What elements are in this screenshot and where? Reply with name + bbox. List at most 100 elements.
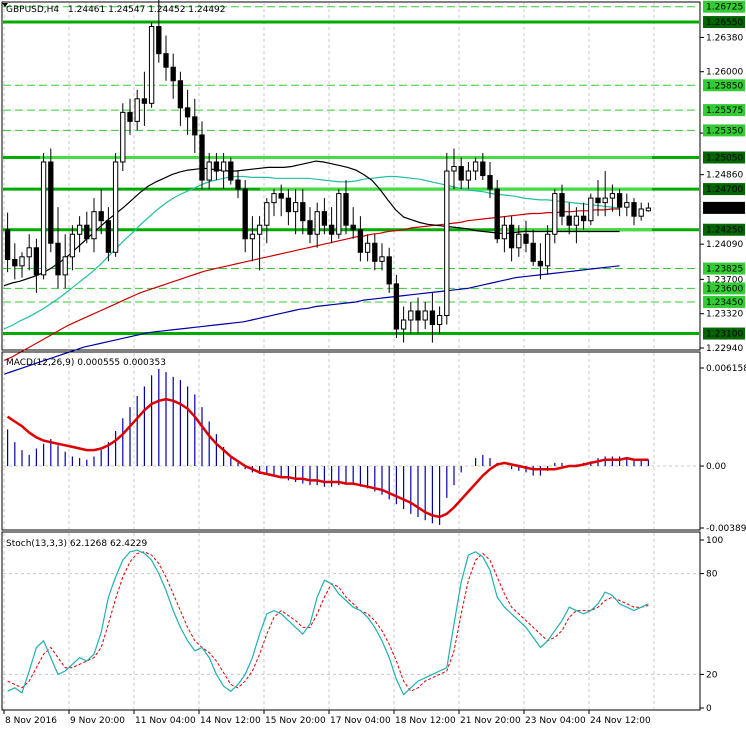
candle-body — [415, 310, 421, 321]
level-label-text: 1.24250 — [706, 226, 743, 236]
time-axis-label: 18 Nov 12:00 — [395, 716, 456, 726]
time-axis: 8 Nov 2016 9 Nov 20:00 11 Nov 04:00 14 Nov … — [3, 710, 651, 726]
candle-body — [156, 26, 162, 55]
stoch-pane-frame — [1, 531, 701, 711]
candle-body — [350, 224, 356, 231]
candle-body — [487, 175, 493, 190]
stoch-pane[interactable]: Stoch(13,3,3) 62.1268 62.4229 100 80 20 0 — [1, 531, 723, 714]
stoch-main-line — [7, 549, 649, 696]
level-label-text: 1.26725 — [706, 3, 743, 13]
level-label-text: 1.23825 — [706, 265, 743, 275]
candle-body — [379, 256, 385, 262]
stoch-lines — [7, 549, 649, 696]
level-label-box — [703, 16, 745, 29]
candle-body — [127, 111, 133, 122]
price-pane[interactable]: 1.263801.260001.253201.248601.240901.237… — [1, 0, 745, 375]
symbol-label: GBPUSD,H4 — [6, 5, 59, 15]
stoch-axis-label: 80 — [706, 570, 718, 580]
ma-teal-line — [3, 175, 620, 330]
candle-body — [573, 215, 580, 226]
candle-body — [235, 179, 241, 190]
collapse-arrow-icon[interactable] — [2, 3, 8, 7]
macd-grid — [3, 353, 699, 529]
candle-body — [170, 66, 176, 82]
time-axis-label: 15 Nov 20:00 — [265, 716, 326, 726]
candle-body — [163, 53, 169, 68]
level-label-box — [703, 327, 745, 340]
level-price-labels: 1.26725 1.26550 1.25850 1.25575 1.25350 1.250… — [703, 0, 745, 340]
level-label-text: 1.25050 — [706, 153, 743, 163]
stoch-signal-line — [7, 551, 649, 692]
candle-body — [458, 166, 464, 181]
macd-signal-line — [6, 397, 649, 519]
candle-body — [645, 207, 652, 212]
candle-body — [631, 202, 637, 217]
candle-body — [33, 247, 40, 276]
candle-body — [508, 224, 515, 249]
candle-body — [444, 170, 450, 316]
candle-body — [206, 161, 212, 181]
candle-body — [472, 161, 479, 172]
candle-body — [199, 134, 205, 181]
level-label-text: 1.25850 — [706, 81, 743, 91]
candle-body — [624, 202, 630, 208]
price-pane-frame — [1, 1, 701, 351]
macd-pane[interactable]: MACD(12,26,9) 0.000555 0.000353 0.006158… — [1, 351, 746, 534]
price-axis-label: 1.23700 — [706, 275, 743, 285]
candle-body — [134, 98, 140, 122]
time-axis-label: 8 Nov 2016 — [5, 716, 57, 726]
time-axis-label: 21 Nov 20:00 — [460, 716, 521, 726]
candle-body — [307, 220, 313, 235]
level-label-text: 1.23450 — [706, 298, 743, 308]
macd-axis-label: 0.006158 — [706, 364, 746, 374]
ohlc-values: 1.24461 1.24547 1.24452 1.24492 — [68, 5, 225, 15]
time-axis-label: 9 Nov 20:00 — [70, 716, 125, 726]
candle-body — [62, 256, 68, 276]
price-axis-label: 1.24090 — [706, 240, 743, 250]
candle-body — [422, 310, 428, 321]
level-label-box — [703, 79, 745, 92]
level-label-box — [703, 295, 745, 308]
candle-body — [638, 208, 644, 217]
candle-body — [559, 193, 565, 217]
macd-axis-label: 0.00 — [706, 462, 726, 472]
candle-body — [76, 224, 83, 235]
candle-body — [292, 202, 299, 213]
candle-body — [516, 233, 522, 249]
current-price-box — [703, 201, 745, 214]
candle-body — [141, 98, 148, 104]
current-price-text: 1.24492 — [706, 204, 743, 214]
macd-signal-polyline — [6, 397, 649, 519]
candle-body — [408, 310, 414, 321]
candle-body — [84, 224, 90, 240]
candle-body — [192, 116, 198, 136]
horizontal-levels[interactable] — [3, 6, 699, 336]
candle-body — [148, 26, 155, 104]
ma-red-line — [3, 208, 620, 362]
price-axis-label: 1.24860 — [706, 171, 743, 181]
candle-body — [400, 319, 407, 330]
candle-body — [552, 193, 558, 235]
candle-body — [530, 242, 536, 262]
candle-body — [249, 233, 256, 240]
candle-body — [228, 161, 234, 181]
candle-body — [40, 161, 47, 276]
candle-body — [544, 233, 551, 267]
macd-axis: 0.006158 0.00 -0.003891 — [700, 364, 746, 534]
candle-body — [220, 161, 227, 172]
candle-body — [616, 193, 623, 208]
candle-body — [328, 224, 335, 235]
candle-body — [537, 260, 544, 267]
candle-body — [98, 211, 104, 222]
level-label-text: 1.23600 — [706, 284, 743, 294]
candle-body — [436, 314, 443, 326]
level-label-text: 1.23100 — [706, 330, 743, 340]
level-label-text: 1.25575 — [706, 106, 743, 116]
candlesticks — [4, 0, 652, 343]
chart-symbol-header: GBPUSD,H4 1.24461 1.24547 1.24452 1.2449… — [6, 5, 226, 15]
level-label-box — [703, 104, 745, 117]
level-label-box — [703, 124, 745, 137]
candle-body — [177, 80, 184, 109]
time-axis-label: 14 Nov 12:00 — [200, 716, 261, 726]
candle-body — [336, 193, 342, 235]
